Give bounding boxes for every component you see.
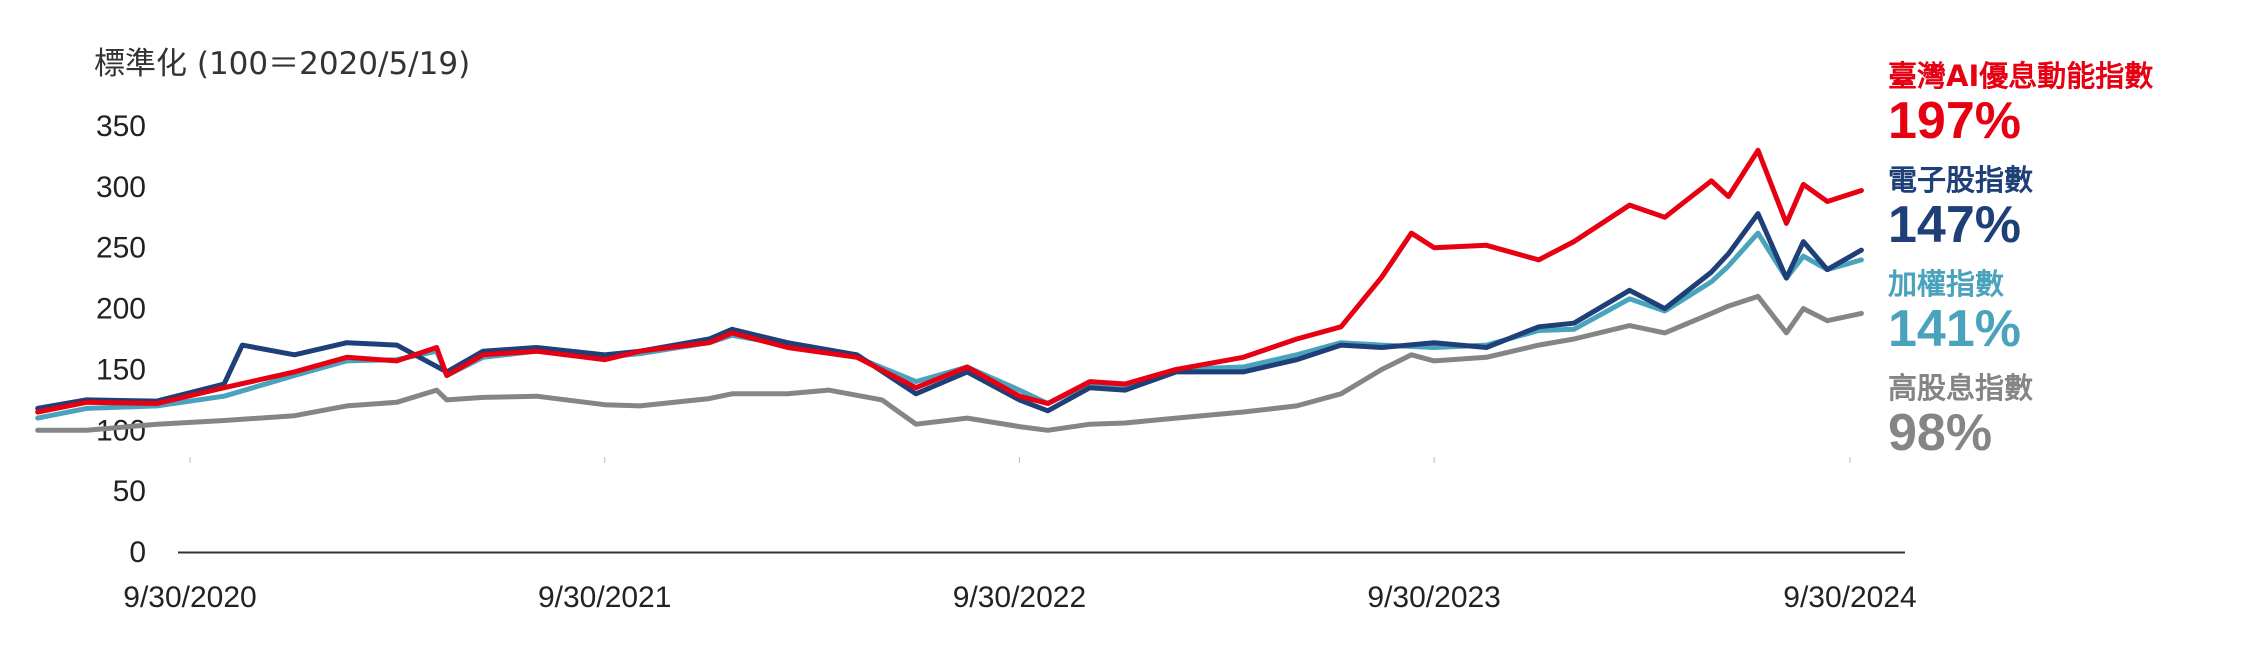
- series-line-3: [35, 293, 1864, 433]
- y-tick-label: 0: [129, 536, 146, 569]
- legend-return: 98%: [1888, 404, 1993, 462]
- legend-item-electronics-index: 電子股指數 147%: [1888, 162, 2248, 252]
- x-tick-label: 9/30/2024: [1783, 581, 1916, 614]
- x-tick-label: 9/30/2020: [123, 581, 256, 614]
- legend-name: 臺灣AI優息動能指數: [1888, 59, 2154, 93]
- series-line-2: [35, 230, 1864, 421]
- series-lines: [35, 147, 1864, 433]
- legend-name: 高股息指數: [1888, 371, 2034, 405]
- y-tick-label: 50: [113, 475, 146, 508]
- legend-item-ai-index: 臺灣AI優息動能指數 197%: [1888, 58, 2248, 148]
- legend-name: 加權指數: [1888, 267, 2005, 301]
- legend-item-weighted-index: 加權指數 141%: [1888, 266, 2248, 356]
- y-tick-label: 200: [96, 293, 146, 326]
- legend-return: 147%: [1888, 196, 2021, 254]
- x-tick-label: 9/30/2022: [953, 581, 1086, 614]
- x-tick-label: 9/30/2023: [1367, 581, 1500, 614]
- y-axis-title: 標準化 (100＝2020/5/19): [94, 46, 471, 82]
- legend-item-high-dividend-index: 高股息指數 98%: [1888, 370, 2248, 460]
- y-tick-label: 150: [96, 353, 146, 386]
- legend-return: 141%: [1888, 300, 2021, 358]
- y-tick-label: 300: [96, 171, 146, 204]
- y-tick-label: 350: [96, 110, 146, 143]
- legend-name: 電子股指數: [1888, 163, 2034, 197]
- legend: 臺灣AI優息動能指數 197% 電子股指數 147% 加權指數 141% 高股息…: [1888, 58, 2248, 474]
- legend-return: 197%: [1888, 92, 2021, 150]
- series-line-1: [35, 211, 1864, 414]
- x-tick-label: 9/30/2021: [538, 581, 671, 614]
- x-axis-ticks: 9/30/2020 9/30/2021 9/30/2022 9/30/2023 9/30…: [123, 457, 1917, 614]
- y-tick-label: 250: [96, 232, 146, 265]
- series-line-0: [35, 147, 1864, 415]
